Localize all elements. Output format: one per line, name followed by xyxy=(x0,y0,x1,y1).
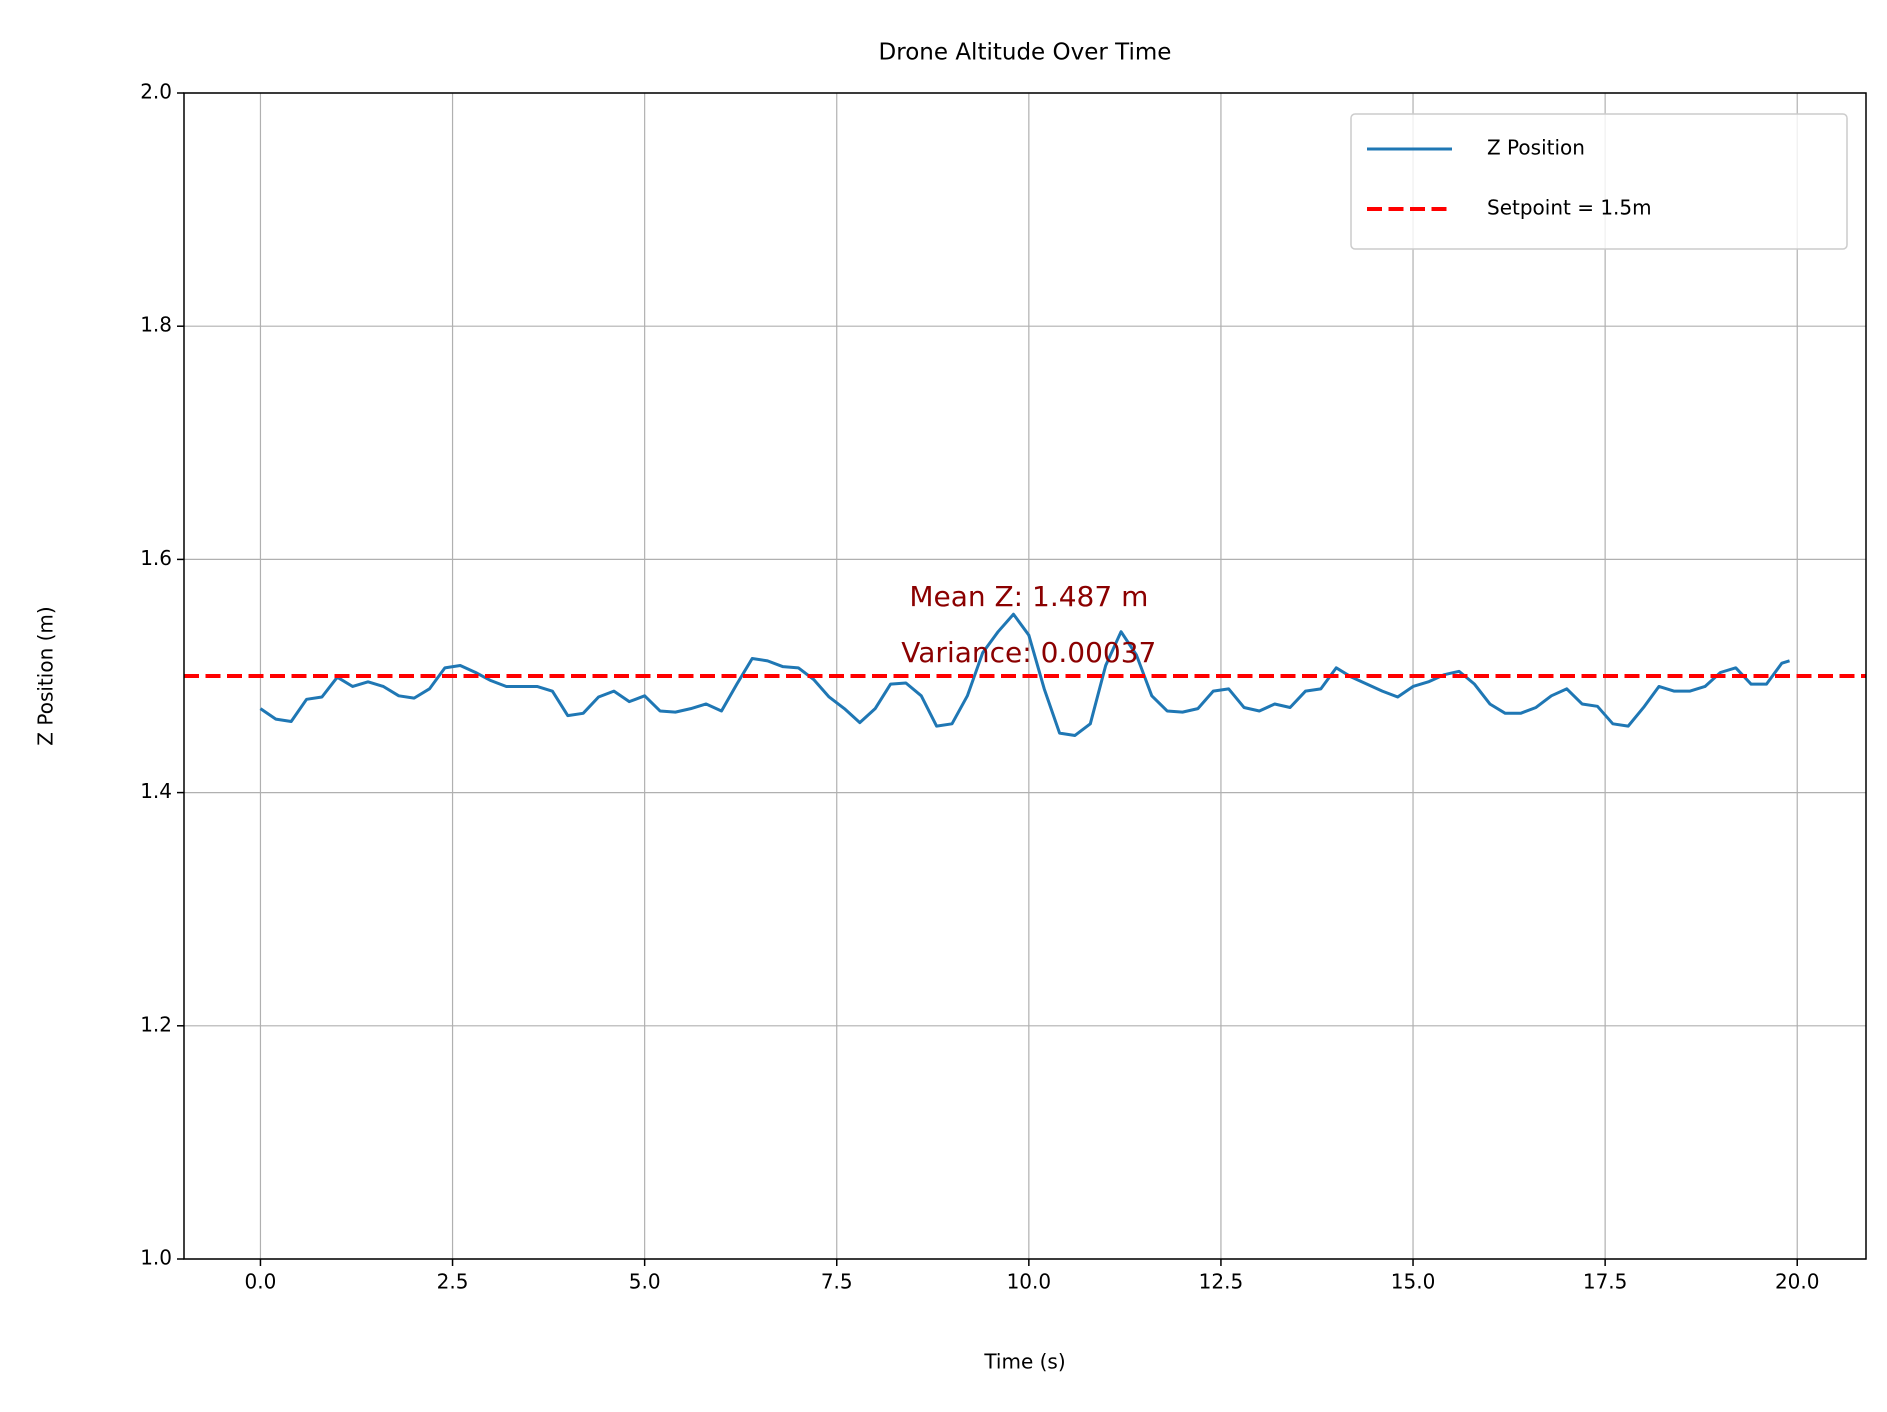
legend-label: Z Position xyxy=(1487,136,1585,160)
x-tick-label: 15.0 xyxy=(1391,1270,1436,1294)
legend-box xyxy=(1350,113,1848,250)
x-tick-label: 10.0 xyxy=(1007,1270,1052,1294)
axes-frame xyxy=(183,92,1867,1260)
plot-area xyxy=(184,612,1866,737)
data-line xyxy=(259,612,1790,737)
legend-label: Setpoint = 1.5m xyxy=(1487,196,1652,220)
x-tick-label: 17.5 xyxy=(1583,1270,1628,1294)
y-tick-label: 1.0 xyxy=(140,1246,172,1270)
annotation: Mean Z: 1.487 m xyxy=(909,580,1148,613)
y-tick-label: 2.0 xyxy=(140,80,172,104)
x-tick-label: 0.0 xyxy=(245,1270,277,1294)
x-tick-label: 7.5 xyxy=(821,1270,853,1294)
y-tick-label: 1.2 xyxy=(140,1012,172,1036)
x-tick-label: 12.5 xyxy=(1199,1270,1244,1294)
y-axis-label: Z Position (m) xyxy=(34,606,58,745)
x-tick-label: 2.5 xyxy=(437,1270,469,1294)
chart-title: Drone Altitude Over Time xyxy=(879,40,1172,66)
y-tick-label: 1.8 xyxy=(140,313,172,337)
y-tick-label: 1.4 xyxy=(140,779,172,803)
y-tick-label: 1.6 xyxy=(140,546,172,570)
legend: Z Position Setpoint = 1.5m xyxy=(1350,113,1848,250)
x-axis-label: Time (s) xyxy=(983,1350,1065,1374)
x-tick-label: 5.0 xyxy=(629,1270,661,1294)
x-tick-label: 20.0 xyxy=(1775,1270,1820,1294)
annotation: Variance: 0.00037 xyxy=(901,636,1156,669)
